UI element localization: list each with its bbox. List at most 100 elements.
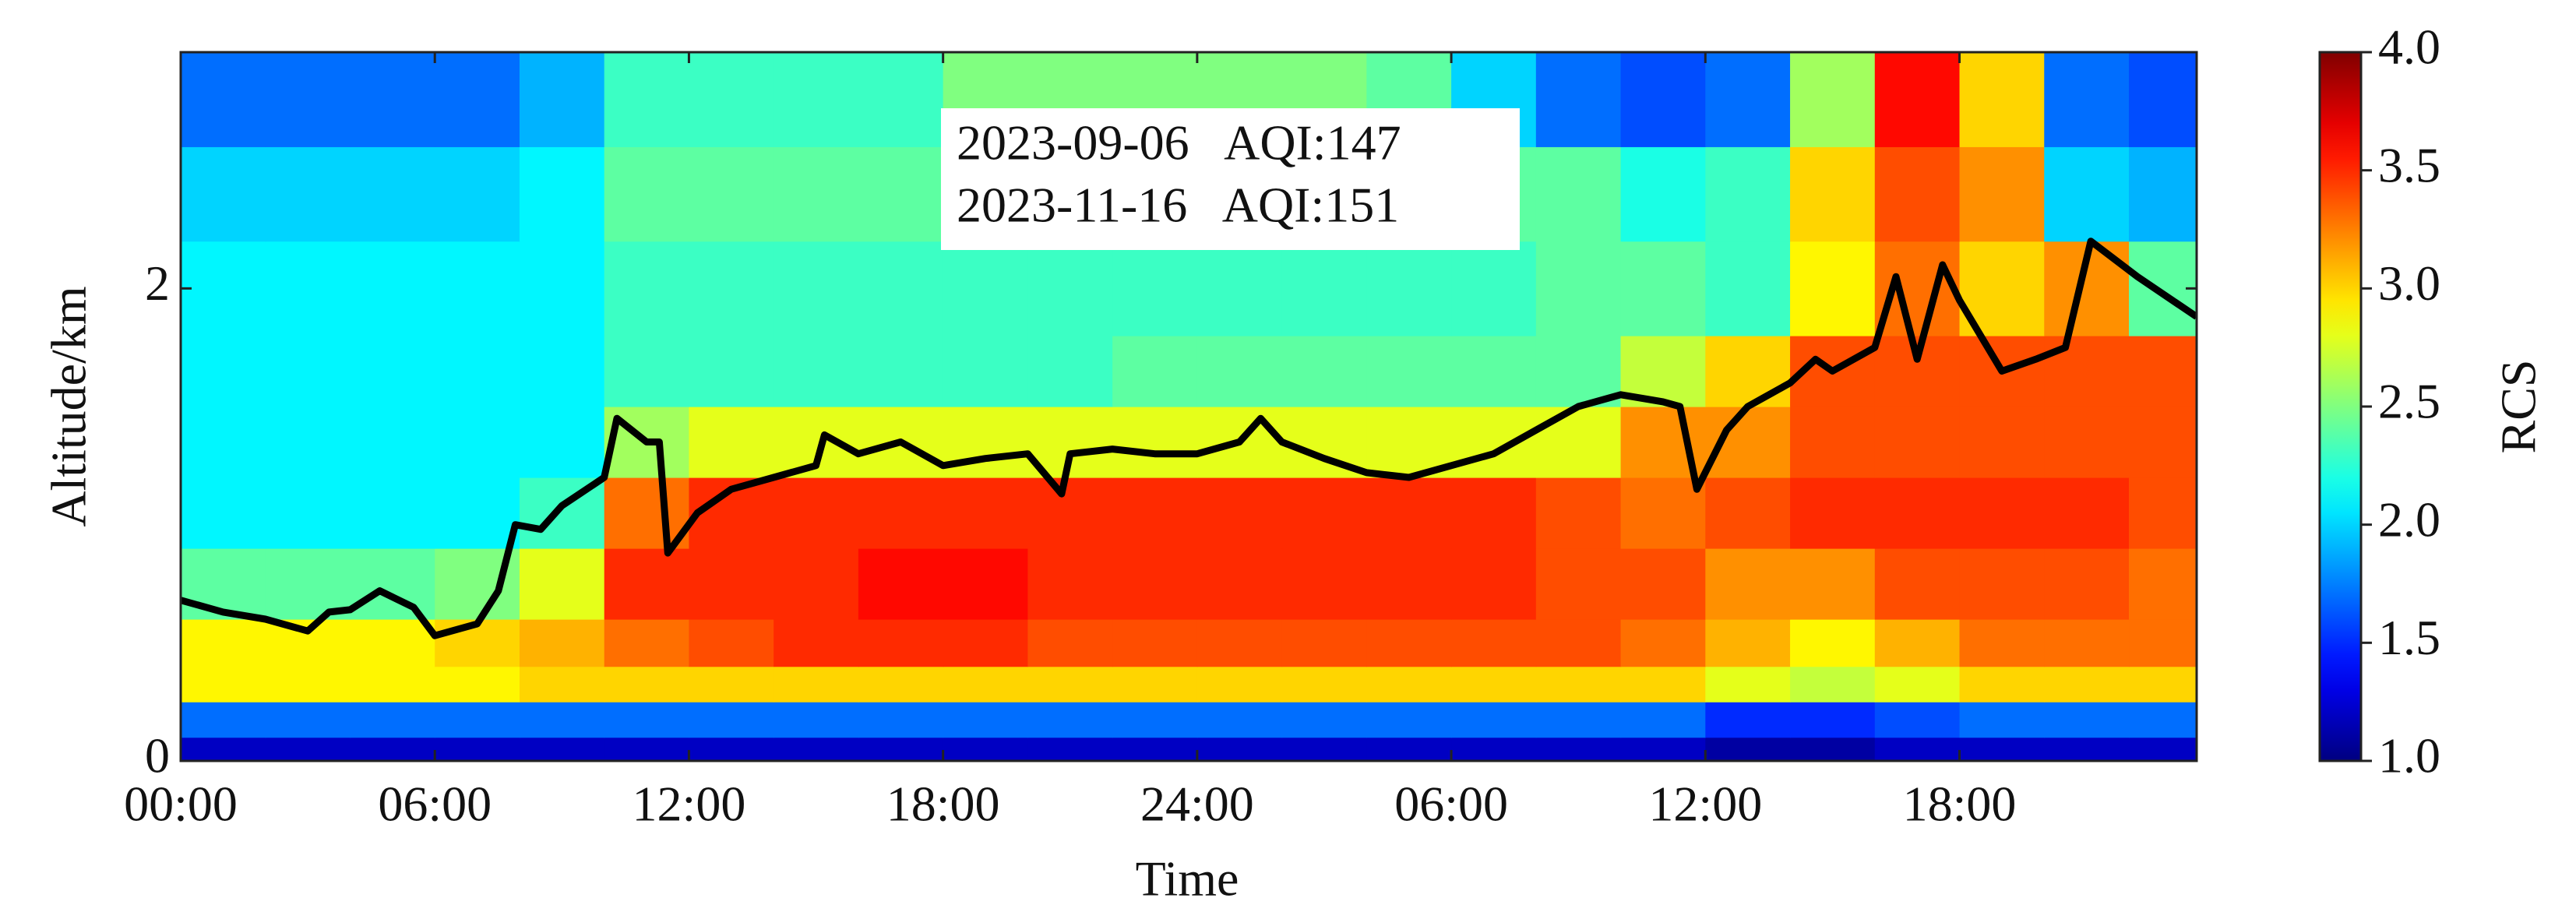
heat-cell [943, 666, 1028, 702]
heat-cell [1281, 619, 1367, 667]
heat-cell [774, 619, 859, 667]
heat-cell [1790, 477, 1876, 549]
heat-cell [350, 548, 435, 620]
heat-cell [1027, 619, 1113, 667]
colorbar-label: RCS [2491, 360, 2546, 454]
heat-cell [350, 477, 435, 549]
heat-cell [2044, 666, 2130, 702]
heat-cell [1705, 702, 1791, 738]
heat-cell [265, 702, 351, 738]
heat-cell [1874, 548, 1961, 620]
heat-cell [350, 52, 435, 147]
heat-cell [265, 336, 351, 407]
heat-cell [435, 146, 520, 242]
heat-cell [1535, 52, 1622, 147]
heat-cell [604, 336, 690, 407]
y-axis-label: Altitude/km [41, 286, 97, 526]
heat-cell [1705, 548, 1791, 620]
heat-cell [1281, 241, 1367, 336]
y-tick-label: 0 [145, 728, 170, 783]
heat-cell [1112, 336, 1198, 407]
heat-cell [2044, 52, 2130, 147]
heat-cell [1620, 737, 1706, 762]
heat-cell [604, 619, 690, 667]
heat-cell [350, 666, 435, 702]
heat-cell [265, 52, 351, 147]
heat-cell [350, 336, 435, 407]
heat-cell [1620, 52, 1706, 147]
heat-cell [858, 241, 944, 336]
heat-cell [1281, 477, 1367, 549]
heat-cell [943, 548, 1028, 620]
annotation-box [941, 108, 1520, 250]
heat-cell [1705, 737, 1791, 762]
heat-cell [1112, 666, 1198, 702]
heat-cell [1027, 737, 1113, 762]
heat-cell [1959, 548, 2045, 620]
heat-cell [519, 52, 605, 147]
heat-cell [858, 477, 944, 549]
heat-cell [1790, 241, 1876, 336]
colorbar-tick-label: 3.0 [2378, 255, 2440, 311]
heat-cell [2044, 619, 2130, 667]
heat-cell [1535, 146, 1622, 242]
heat-cell [774, 241, 859, 336]
heat-cell [689, 146, 774, 242]
colorbar-tick-label: 2.5 [2378, 374, 2440, 429]
heat-cell [774, 477, 859, 549]
heat-cell [1196, 336, 1283, 407]
heat-cell [604, 146, 690, 242]
heat-cell [1790, 548, 1876, 620]
heat-cell [689, 737, 774, 762]
heat-cell [1620, 548, 1706, 620]
heat-cell [1874, 52, 1961, 147]
y-tick-label: 2 [145, 255, 170, 311]
heat-cell [1535, 737, 1622, 762]
colorbar-tick-label: 2.0 [2378, 491, 2440, 547]
heat-cell [1366, 702, 1452, 738]
heat-cell [350, 407, 435, 478]
heat-cell [1535, 407, 1622, 478]
heat-cell [1451, 477, 1537, 549]
heat-cell [1366, 336, 1452, 407]
heat-cell [1112, 737, 1198, 762]
heat-cell [519, 737, 605, 762]
heat-cell [2129, 407, 2197, 478]
heat-cell [2129, 52, 2197, 147]
heat-cell [1366, 477, 1452, 549]
heat-cell [1959, 146, 2045, 242]
heat-cell [2129, 548, 2197, 620]
heat-cell [689, 52, 774, 147]
heat-cell [1790, 146, 1876, 242]
heat-cell [689, 666, 774, 702]
heat-cell [604, 477, 690, 549]
heat-cell [519, 146, 605, 242]
heat-cell [1112, 702, 1198, 738]
heat-cell [1366, 737, 1452, 762]
heat-cell [1451, 737, 1537, 762]
heat-cell [1620, 666, 1706, 702]
heat-cell [1027, 477, 1113, 549]
heat-cell [1705, 619, 1791, 667]
heat-cell [181, 52, 266, 147]
heat-cell [181, 737, 266, 762]
heat-cell [1620, 477, 1706, 549]
heat-cell [1112, 548, 1198, 620]
heat-cell [265, 407, 351, 478]
heat-cell [2129, 619, 2197, 667]
heat-cell [943, 407, 1028, 478]
heat-cell [1281, 666, 1367, 702]
heat-cell [1027, 241, 1113, 336]
heat-cell [2044, 477, 2130, 549]
heat-cell [2044, 737, 2130, 762]
heat-cell [604, 666, 690, 702]
heat-cell [1366, 619, 1452, 667]
heat-cell [1451, 666, 1537, 702]
boundary-line [181, 238, 2197, 639]
colorbar-tick-label: 1.0 [2378, 728, 2440, 783]
heat-cell [1874, 241, 1961, 336]
heat-cell [2044, 146, 2130, 242]
heat-cell [1112, 477, 1198, 549]
heat-cell [943, 619, 1028, 667]
heat-cell [943, 737, 1028, 762]
